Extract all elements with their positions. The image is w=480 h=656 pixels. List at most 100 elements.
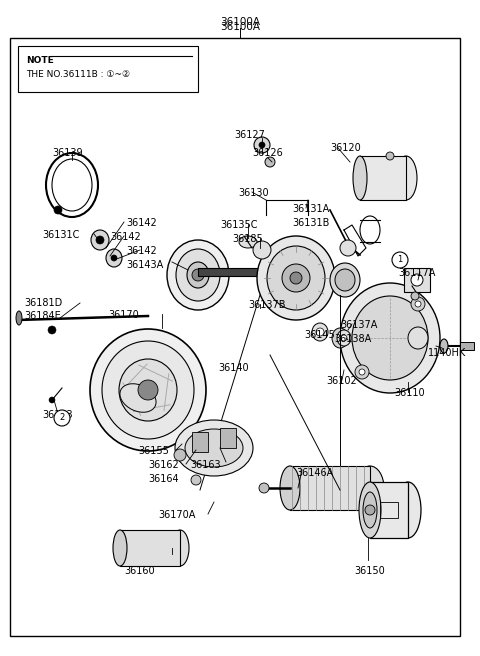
Circle shape [54,410,70,426]
Ellipse shape [91,230,109,250]
Text: 36185: 36185 [232,234,263,244]
Ellipse shape [119,359,177,421]
Ellipse shape [363,492,377,528]
Circle shape [282,264,310,292]
Text: 36102: 36102 [326,376,357,386]
Circle shape [359,369,365,375]
Circle shape [290,272,302,284]
Bar [220,428,236,448]
Text: 1: 1 [397,255,403,264]
Text: 36137B: 36137B [248,300,286,310]
Ellipse shape [120,384,156,412]
Circle shape [411,297,425,311]
Ellipse shape [332,328,348,348]
Ellipse shape [395,482,421,538]
Circle shape [355,365,369,379]
Circle shape [254,137,270,153]
Text: 36131A: 36131A [292,204,329,214]
Text: 36146A: 36146A [296,468,333,478]
Text: 36127: 36127 [234,130,265,140]
Ellipse shape [90,329,206,451]
Ellipse shape [395,156,417,200]
Text: 36126: 36126 [252,148,283,158]
Ellipse shape [176,249,220,301]
Ellipse shape [102,341,194,439]
Ellipse shape [106,249,122,267]
Text: 1140HK: 1140HK [428,348,466,358]
Circle shape [365,505,375,515]
Ellipse shape [257,236,335,320]
Ellipse shape [175,420,253,476]
Circle shape [48,326,56,334]
Ellipse shape [340,283,440,393]
Ellipse shape [335,269,355,291]
Text: 36170A: 36170A [158,510,195,520]
Text: 36100A: 36100A [220,17,260,27]
Ellipse shape [187,262,209,288]
Text: 36120: 36120 [330,143,361,153]
Circle shape [138,380,158,400]
Ellipse shape [52,159,92,211]
Text: 36184E: 36184E [24,311,61,321]
Ellipse shape [408,327,428,349]
Text: 36142: 36142 [110,232,141,242]
Text: 36139: 36139 [52,148,83,158]
Text: 36130: 36130 [238,188,269,198]
Ellipse shape [337,330,351,346]
Text: 36150: 36150 [355,566,385,576]
Text: 36160: 36160 [125,566,156,576]
Text: 36163: 36163 [190,460,221,470]
Text: THE NO.36111B : ①~②: THE NO.36111B : ①~② [26,70,130,79]
Circle shape [259,483,269,493]
Text: 36140: 36140 [218,363,249,373]
Circle shape [259,142,265,148]
Circle shape [49,397,55,403]
Text: 36181D: 36181D [24,298,62,308]
Text: NOTE: NOTE [26,56,54,65]
Ellipse shape [171,530,189,566]
Circle shape [386,152,394,160]
Bar [120,530,180,566]
Ellipse shape [440,339,448,353]
Text: 36142: 36142 [126,218,157,228]
Bar [192,432,208,452]
Text: 36100A: 36100A [220,22,260,32]
Circle shape [411,274,423,286]
Text: 36143A: 36143A [126,260,163,270]
Ellipse shape [359,482,381,538]
Text: 36170: 36170 [108,310,139,320]
Circle shape [54,206,62,214]
Circle shape [111,255,117,261]
Circle shape [316,328,324,336]
Bar [404,268,430,292]
Ellipse shape [312,323,328,341]
Text: 36138A: 36138A [334,334,371,344]
Bar [18,46,198,92]
Ellipse shape [167,240,229,310]
Text: 36117A: 36117A [398,268,435,278]
Text: 36137A: 36137A [340,320,377,330]
Ellipse shape [113,530,127,566]
Circle shape [411,292,419,300]
Text: 36183: 36183 [42,410,72,420]
Circle shape [340,240,356,256]
Text: 36142: 36142 [126,246,157,256]
Ellipse shape [239,236,257,248]
Bar [370,482,408,538]
Ellipse shape [356,466,384,510]
Ellipse shape [352,296,428,380]
Circle shape [415,301,421,307]
Bar [360,156,406,200]
Bar [460,342,474,350]
Ellipse shape [185,429,243,467]
Bar [380,502,398,518]
Bar [290,466,370,510]
Circle shape [192,269,204,281]
Circle shape [191,475,201,485]
Text: 36164: 36164 [148,474,179,484]
Circle shape [174,449,186,461]
Circle shape [253,241,271,259]
Text: 36131C: 36131C [42,230,79,240]
Ellipse shape [330,263,360,297]
Text: 36110: 36110 [394,388,425,398]
